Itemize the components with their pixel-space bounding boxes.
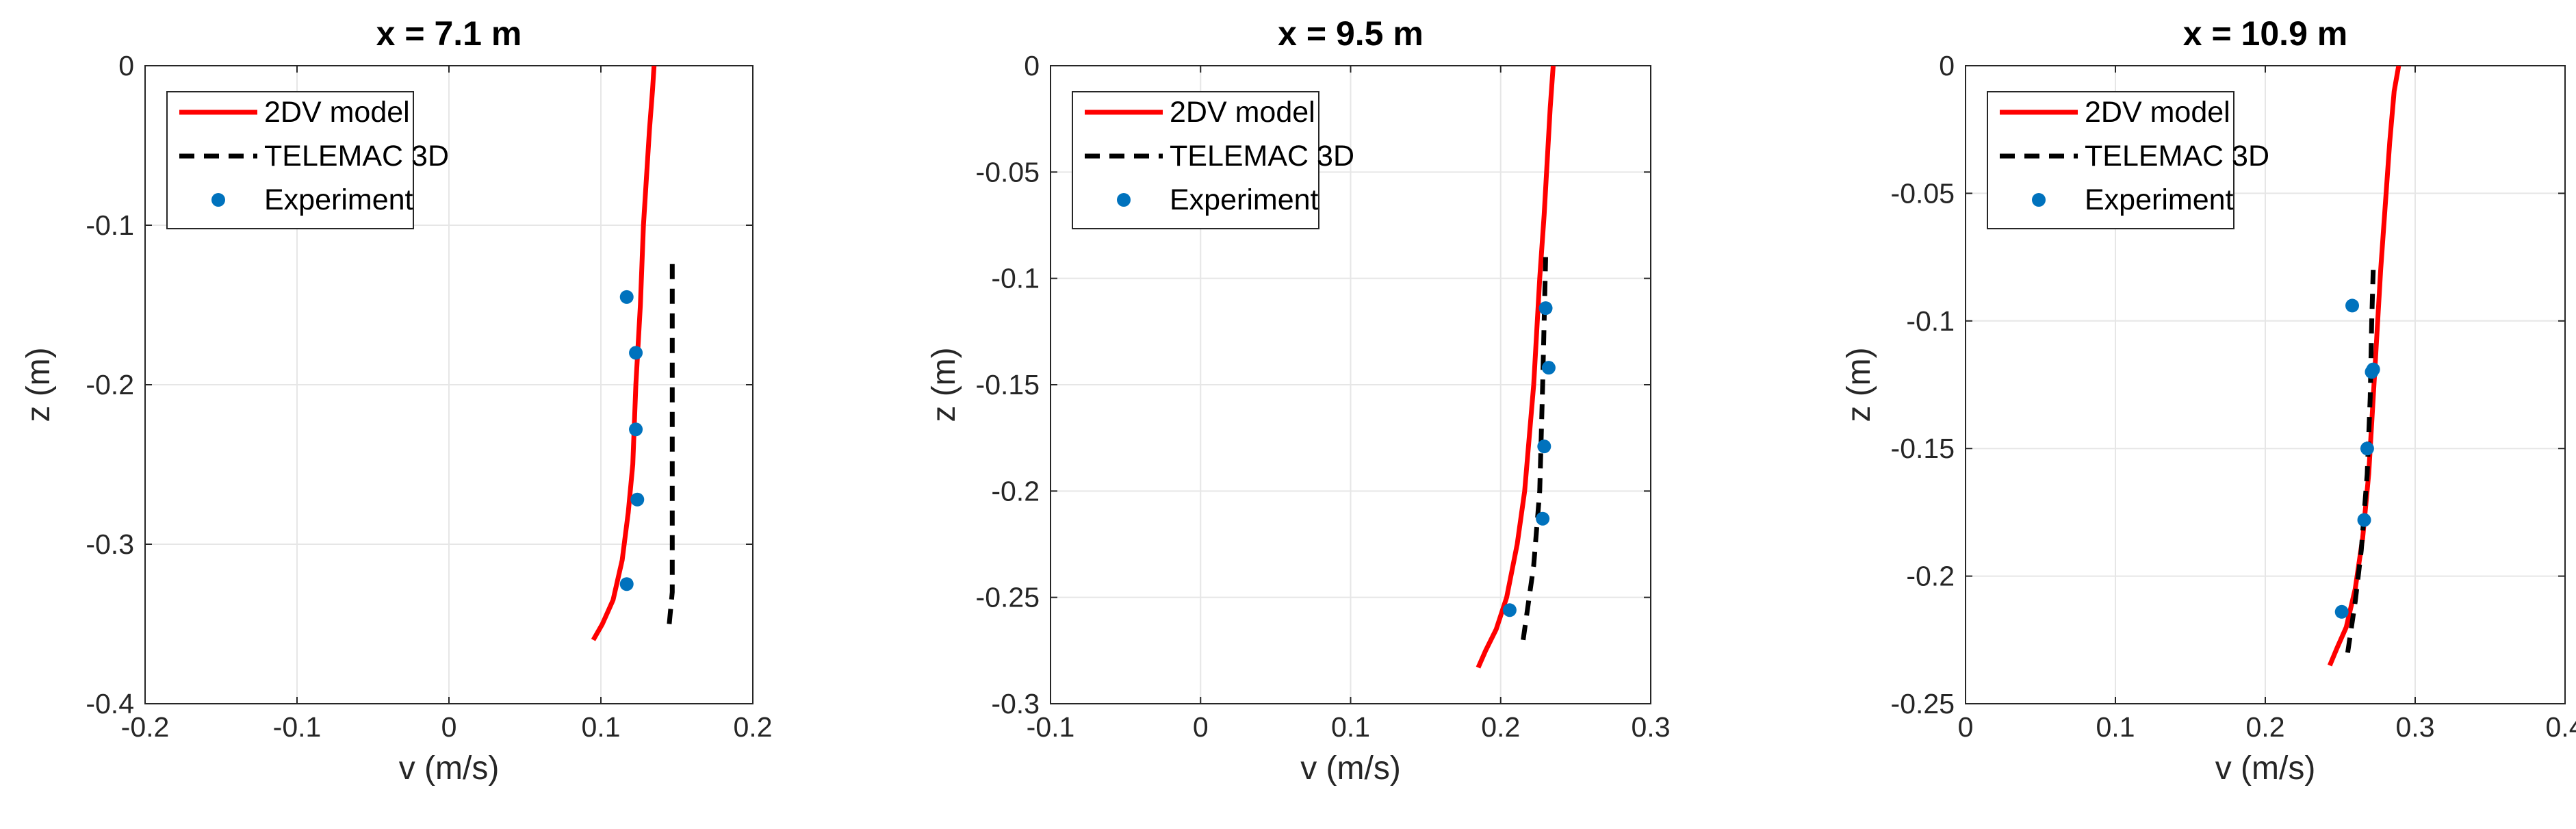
- subplot-3: 0 0.1 0.2 0.3 0.4 -0.25 -0.2 -0.15 -0.1 -0.05 0 v (…: [1841, 14, 2576, 787]
- y-tick-label: -0.1: [86, 209, 134, 241]
- legend-swatch-experiment: [1117, 193, 1131, 207]
- x-axis-label: v (m/s): [2215, 750, 2316, 787]
- subplot-title: x = 10.9 m: [2183, 14, 2347, 53]
- telemac-3d-line: [667, 257, 675, 624]
- y-tick-label: -0.4: [86, 688, 134, 719]
- experiment-point: [629, 346, 643, 360]
- experiment-point: [1537, 439, 1551, 454]
- experiment-point: [2360, 442, 2374, 456]
- subplot-title: x = 7.1 m: [376, 14, 522, 53]
- x-tick-label: 0: [1958, 711, 1974, 743]
- legend-label-model: 2DV model: [1170, 96, 1315, 129]
- y-tick-label: -0.1: [991, 263, 1040, 294]
- y-tick-label: -0.3: [991, 688, 1040, 719]
- experiment-point: [2357, 513, 2371, 527]
- y-tick-label: -0.2: [991, 475, 1040, 507]
- y-axis-label: z (m): [1841, 347, 1877, 422]
- experiment-point: [1502, 603, 1517, 617]
- y-tick-label: 0: [118, 50, 134, 81]
- x-axis-label: v (m/s): [1300, 750, 1401, 787]
- y-tick-label: 0: [1939, 50, 1955, 81]
- experiment-point: [630, 492, 645, 507]
- experiment-point: [2334, 604, 2349, 619]
- x-tick-label: 0.4: [2546, 711, 2576, 743]
- x-tick-label: 0.3: [2396, 711, 2435, 743]
- model-2dv-line: [2327, 66, 2401, 667]
- y-tick-label: -0.25: [976, 582, 1040, 613]
- legend-label-experiment: Experiment: [264, 183, 413, 216]
- legend-label-telemac: TELEMAC 3D: [2085, 140, 2269, 173]
- legend-label-telemac: TELEMAC 3D: [1170, 140, 1354, 173]
- legend: 2DV model TELEMAC 3D Experiment: [1987, 91, 2269, 229]
- x-tick-label: 0.3: [1632, 711, 1671, 743]
- y-axis-label: z (m): [926, 347, 962, 422]
- series-group: [1476, 66, 1556, 669]
- x-tick-label: 0: [1193, 711, 1209, 743]
- x-tick-label: 0: [441, 711, 457, 743]
- x-tick-label: 0.2: [2246, 711, 2285, 743]
- experiment-point: [1541, 361, 1556, 375]
- legend: 2DV model TELEMAC 3D Experiment: [1072, 91, 1354, 229]
- x-tick-label: 0.1: [582, 711, 621, 743]
- x-tick-label: -0.1: [1027, 711, 1075, 743]
- x-tick-label: -0.2: [121, 711, 170, 743]
- telemac-3d-line: [1521, 257, 1548, 641]
- x-tick-label: 0.1: [2096, 711, 2135, 743]
- legend-swatch-experiment: [2032, 193, 2046, 207]
- legend: 2DV model TELEMAC 3D Experiment: [166, 91, 449, 229]
- legend-label-experiment: Experiment: [2085, 183, 2234, 216]
- legend-label-model: 2DV model: [2085, 96, 2230, 129]
- subplot-2: -0.1 0 0.1 0.2 0.3 -0.3 -0.25 -0.2 -0.15 -0.1 -0.0…: [926, 14, 1671, 787]
- x-tick-label: 0.2: [734, 711, 773, 743]
- legend-swatch-experiment: [211, 193, 225, 207]
- subplot-title: x = 9.5 m: [1278, 14, 1424, 53]
- legend-label-experiment: Experiment: [1170, 183, 1319, 216]
- experiment-point: [1538, 301, 1553, 316]
- x-tick-label: 0.2: [1481, 711, 1520, 743]
- y-tick-label: -0.2: [86, 369, 134, 400]
- legend-label-model: 2DV model: [264, 96, 410, 129]
- y-tick-label: -0.05: [976, 156, 1040, 188]
- y-tick-label: -0.15: [976, 369, 1040, 400]
- y-tick-label: -0.15: [1891, 433, 1955, 464]
- experiment-point: [619, 577, 634, 591]
- telemac-3d-line: [2345, 270, 2376, 653]
- y-tick-label: -0.05: [1891, 177, 1955, 209]
- experiment-point: [619, 290, 634, 304]
- y-tick-label: 0: [1024, 50, 1040, 81]
- legend-label-telemac: TELEMAC 3D: [264, 140, 449, 173]
- experiment-point: [2366, 362, 2380, 377]
- experiment-point: [629, 422, 643, 437]
- x-tick-label: -0.1: [273, 711, 322, 743]
- series-group: [591, 66, 675, 641]
- y-tick-label: -0.25: [1891, 688, 1955, 719]
- series-group: [2327, 66, 2401, 667]
- y-axis-label: z (m): [21, 347, 57, 422]
- y-tick-label: -0.3: [86, 528, 134, 560]
- y-tick-label: -0.1: [1906, 305, 1955, 337]
- model-2dv-line: [1476, 66, 1556, 669]
- experiment-point: [2345, 298, 2360, 313]
- x-axis-label: v (m/s): [399, 750, 500, 787]
- subplot-1: -0.2 -0.1 0 0.1 0.2 -0.4 -0.3 -0.2 -0.1 0 v (m/s) z…: [21, 14, 773, 787]
- y-tick-label: -0.2: [1906, 561, 1955, 592]
- model-2dv-line: [591, 66, 657, 641]
- x-tick-label: 0.1: [1331, 711, 1370, 743]
- experiment-point: [1536, 511, 1550, 526]
